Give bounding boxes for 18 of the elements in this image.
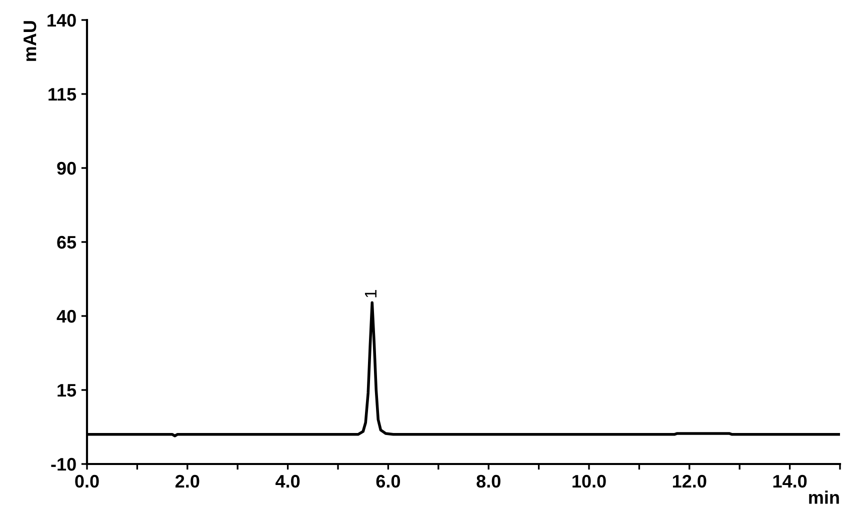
y-tick-label: 40 bbox=[56, 310, 76, 323]
y-tick-label: -10 bbox=[51, 458, 76, 471]
x-tick-label: 8.0 bbox=[476, 474, 500, 488]
x-tick-label: 12.0 bbox=[672, 474, 706, 488]
x-tick-label: 10.0 bbox=[572, 474, 606, 488]
x-tick-label: 0.0 bbox=[75, 474, 99, 488]
y-tick-label: 115 bbox=[48, 88, 76, 101]
y-axis-title: mAU bbox=[24, 21, 36, 61]
y-tick-label: 90 bbox=[57, 162, 76, 175]
x-tick-label: 14.0 bbox=[773, 474, 807, 488]
x-tick-label: 6.0 bbox=[376, 474, 400, 488]
x-tick-label: 4.0 bbox=[276, 474, 300, 488]
x-axis-title: min bbox=[809, 490, 839, 504]
x-tick-label: 2.0 bbox=[175, 474, 200, 488]
y-tick-label: 15 bbox=[58, 384, 76, 397]
annotation: 1 bbox=[364, 290, 376, 298]
y-tick-label: 140 bbox=[48, 14, 76, 27]
y-tick-label: 65 bbox=[57, 236, 76, 249]
